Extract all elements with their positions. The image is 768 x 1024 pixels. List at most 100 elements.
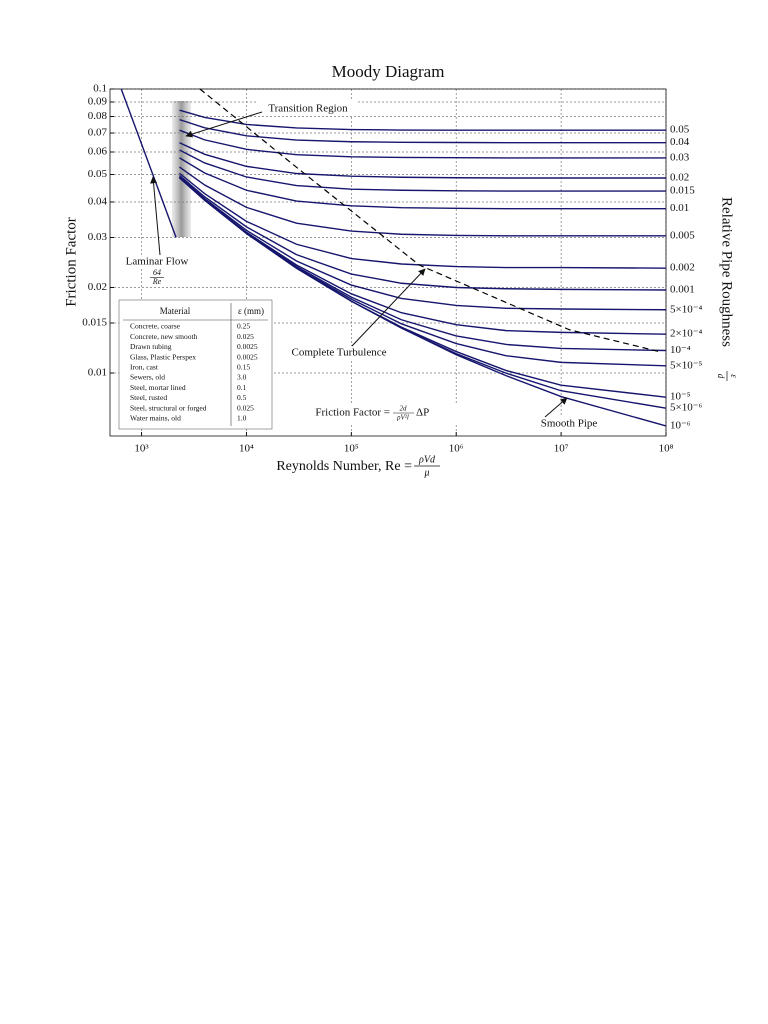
plot: 10³ 10⁴ 10⁵ 10⁶ 10⁷ 10⁸0.10.090.080.070.060.0… [82, 83, 702, 455]
arrow [150, 176, 161, 256]
annotation: ΔP [416, 407, 429, 419]
roughness-curve [179, 118, 666, 144]
legend-label: 5×10⁻⁴ [670, 303, 703, 315]
y-tick-label: 0.06 [88, 146, 108, 158]
material-table: Material ε (mm) Concrete, coarse 0.25 Concre… [123, 303, 268, 426]
legend-label: 0.04 [670, 136, 690, 148]
legend-label: 0.005 [670, 229, 695, 241]
legend-label: 0.03 [670, 151, 690, 163]
table-cell: Concrete, coarse [130, 322, 181, 331]
y-tick-label: 0.03 [88, 231, 108, 243]
roughness-curve [179, 157, 666, 210]
roughness-label-num: ε [729, 374, 739, 378]
legend-label: 0.05 [670, 124, 690, 136]
roughness-curve [179, 176, 667, 311]
roughness-label: Relative Pipe Roughness [719, 197, 735, 347]
x-tick-label: 10⁸ [659, 443, 674, 455]
annotation: Re [152, 277, 162, 286]
table-cell: Steel, rusted [130, 393, 167, 402]
roughness-curve [179, 172, 667, 269]
y-tick-label: 0.04 [88, 196, 108, 208]
arrow [185, 111, 263, 138]
table-header: Material [160, 306, 191, 316]
legend-label: 0.01 [670, 202, 689, 214]
legend-label: 5×10⁻⁵ [670, 359, 703, 371]
annotation: 64 [153, 268, 161, 277]
table-cell: 3.0 [237, 373, 247, 382]
table-header: ε (mm) [238, 306, 264, 316]
table-cell: Sewers, old [130, 373, 165, 382]
legend-label: 0.001 [670, 284, 695, 296]
table-cell: 0.0025 [237, 342, 258, 351]
x-tick-label: 10⁵ [344, 443, 359, 455]
y-tick-label: 0.07 [88, 127, 108, 139]
legend-label: 10⁻⁵ [670, 391, 691, 403]
plot-frame [109, 88, 667, 437]
annotation: 2d [400, 405, 408, 413]
table-cell: 1.0 [237, 414, 247, 423]
x-tick-label: 10³ [134, 443, 149, 455]
x-tick-label: 10⁶ [449, 443, 464, 455]
table-cell: Steel, structural or forged [130, 403, 207, 412]
table-cell: 0.15 [237, 363, 250, 372]
y-tick-label: 0.09 [88, 96, 108, 108]
annotation: ρV²l [396, 414, 409, 422]
roughness-curve [179, 129, 666, 159]
annotation: Laminar Flow [126, 256, 189, 268]
roughness-curve [179, 177, 667, 427]
legend-label: 0.002 [670, 262, 695, 274]
chart-title: Moody Diagram [332, 62, 445, 81]
y-tick-label: 0.08 [88, 110, 108, 122]
x-axis-label-den: μ [423, 467, 429, 478]
table-cell: 0.5 [237, 393, 247, 402]
roughness-curve [179, 174, 667, 291]
y-tick-label: 0.05 [88, 168, 108, 180]
arrow [544, 397, 568, 418]
y-axis-label: Friction Factor [63, 217, 79, 307]
x-axis-label-num: ρVd [418, 454, 436, 465]
table-cell: Concrete, new smooth [130, 332, 198, 341]
roughness-label-den: d [716, 374, 726, 379]
roughness-curve [179, 149, 666, 192]
annotation: Friction Factor = [315, 407, 390, 419]
annotation-box [530, 417, 608, 431]
laminar-curve [120, 88, 177, 238]
table-cell: Glass, Plastic Perspex [130, 352, 196, 361]
annotation-box [316, 403, 466, 423]
table-cell: 0.0025 [237, 352, 258, 361]
table-cell: Steel, mortar lined [130, 383, 186, 392]
table-cell: 0.25 [237, 322, 250, 331]
annotation-box [116, 255, 198, 269]
table-frame [118, 299, 273, 430]
roughness-curve [179, 142, 666, 179]
x-tick-label: 10⁴ [239, 443, 254, 455]
legend-label: 0.02 [670, 172, 689, 184]
y-tick-label: 0.02 [88, 281, 107, 293]
x-tick-label: 10⁷ [554, 443, 569, 455]
table-cell: 0.1 [237, 383, 247, 392]
legend-label: 2×10⁻⁴ [670, 328, 703, 340]
legend-label: 10⁻⁴ [670, 344, 691, 356]
legend-label: 0.015 [670, 185, 695, 197]
y-tick-label: 0.01 [88, 367, 107, 379]
turbulence-boundary [199, 88, 660, 353]
annotation-box [258, 101, 358, 116]
x-axis-label: Reynolds Number, Re = [276, 459, 412, 474]
table-cell: Water mains, old [130, 414, 181, 423]
legend-label: 5×10⁻⁶ [670, 402, 703, 414]
table-cell: 0.025 [237, 403, 254, 412]
annotation-box [279, 346, 400, 360]
annotation: Complete Turbulence [291, 347, 386, 359]
table-cell: Iron, cast [130, 363, 159, 372]
roughness-curve [179, 109, 666, 131]
y-tick-label: 0.015 [82, 317, 107, 329]
roughness-curve [179, 166, 666, 237]
legend-label: 10⁻⁶ [670, 419, 691, 431]
annotation: Transition Region [268, 103, 348, 115]
arrow [351, 268, 426, 347]
table-cell: 0.025 [237, 332, 254, 341]
y-tick-label: 0.1 [93, 83, 107, 95]
table-cell: Drawn tubing [130, 342, 172, 351]
